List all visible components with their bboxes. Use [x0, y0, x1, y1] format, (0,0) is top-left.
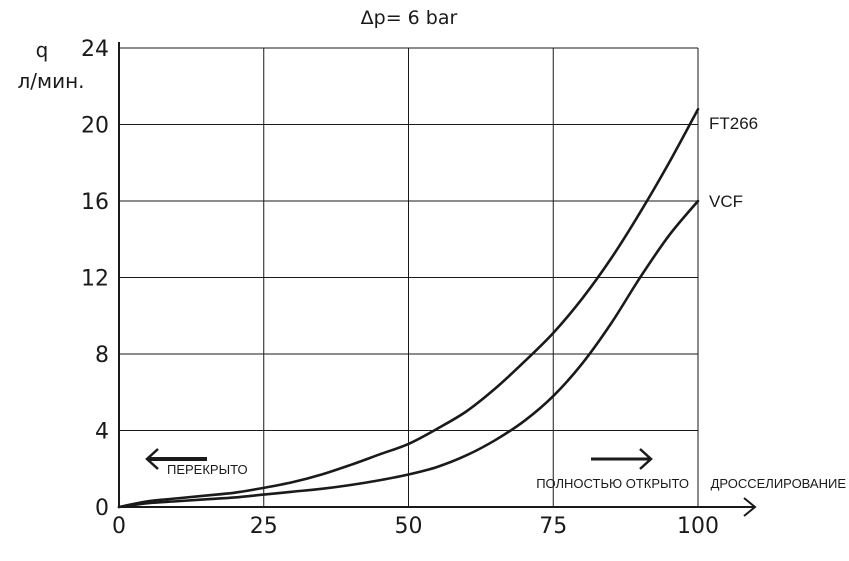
series-line-ft266: [117, 107, 700, 509]
x-tick-label-75: 75: [539, 514, 567, 539]
x-tick-label-100: 100: [677, 514, 719, 539]
arrow-open-head: [639, 448, 653, 470]
y-tick-label-4: 4: [95, 420, 109, 445]
chart-title: Δp= 6 bar: [361, 7, 458, 29]
series-line-vcf: [117, 199, 700, 509]
annotation-closed: ПЕРЕКРЫТО: [167, 462, 248, 477]
y-tick-label-0: 0: [95, 496, 109, 521]
x-tick-label-25: 25: [250, 514, 278, 539]
series-lines: [117, 107, 700, 509]
y-tick-label-16: 16: [81, 190, 109, 215]
y-axis-symbol: q: [36, 38, 49, 62]
y-axis-unit: л/мин.: [17, 69, 84, 93]
x-axis-label: ДРОССЕЛИРОВАНИЕ: [711, 476, 847, 491]
x-tick-label-0: 0: [112, 514, 126, 539]
y-tick-label-24: 24: [81, 37, 109, 62]
x-tick-label-50: 50: [395, 514, 423, 539]
series-label-vcf: VCF: [709, 192, 743, 211]
x-axis-arrowhead-icon: [743, 497, 757, 517]
labels: Δp= 6 bar q л/мин. ДРОССЕЛИРОВАНИЕ ПЕРЕК…: [17, 7, 846, 491]
annotation-open: ПОЛНОСТЬЮ ОТКРЫТО: [536, 476, 689, 491]
y-tick-label-8: 8: [95, 343, 109, 368]
y-tick-label-12: 12: [81, 267, 109, 292]
series-label-ft266: FT266: [709, 114, 758, 133]
y-tick-label-20: 20: [81, 114, 109, 139]
axes: 0 25 50 75 100 0 4 8 12 16 20 24: [81, 37, 755, 539]
arrow-closed-head: [145, 448, 159, 470]
grid: [119, 47, 699, 507]
annotation-arrows: [145, 448, 757, 517]
